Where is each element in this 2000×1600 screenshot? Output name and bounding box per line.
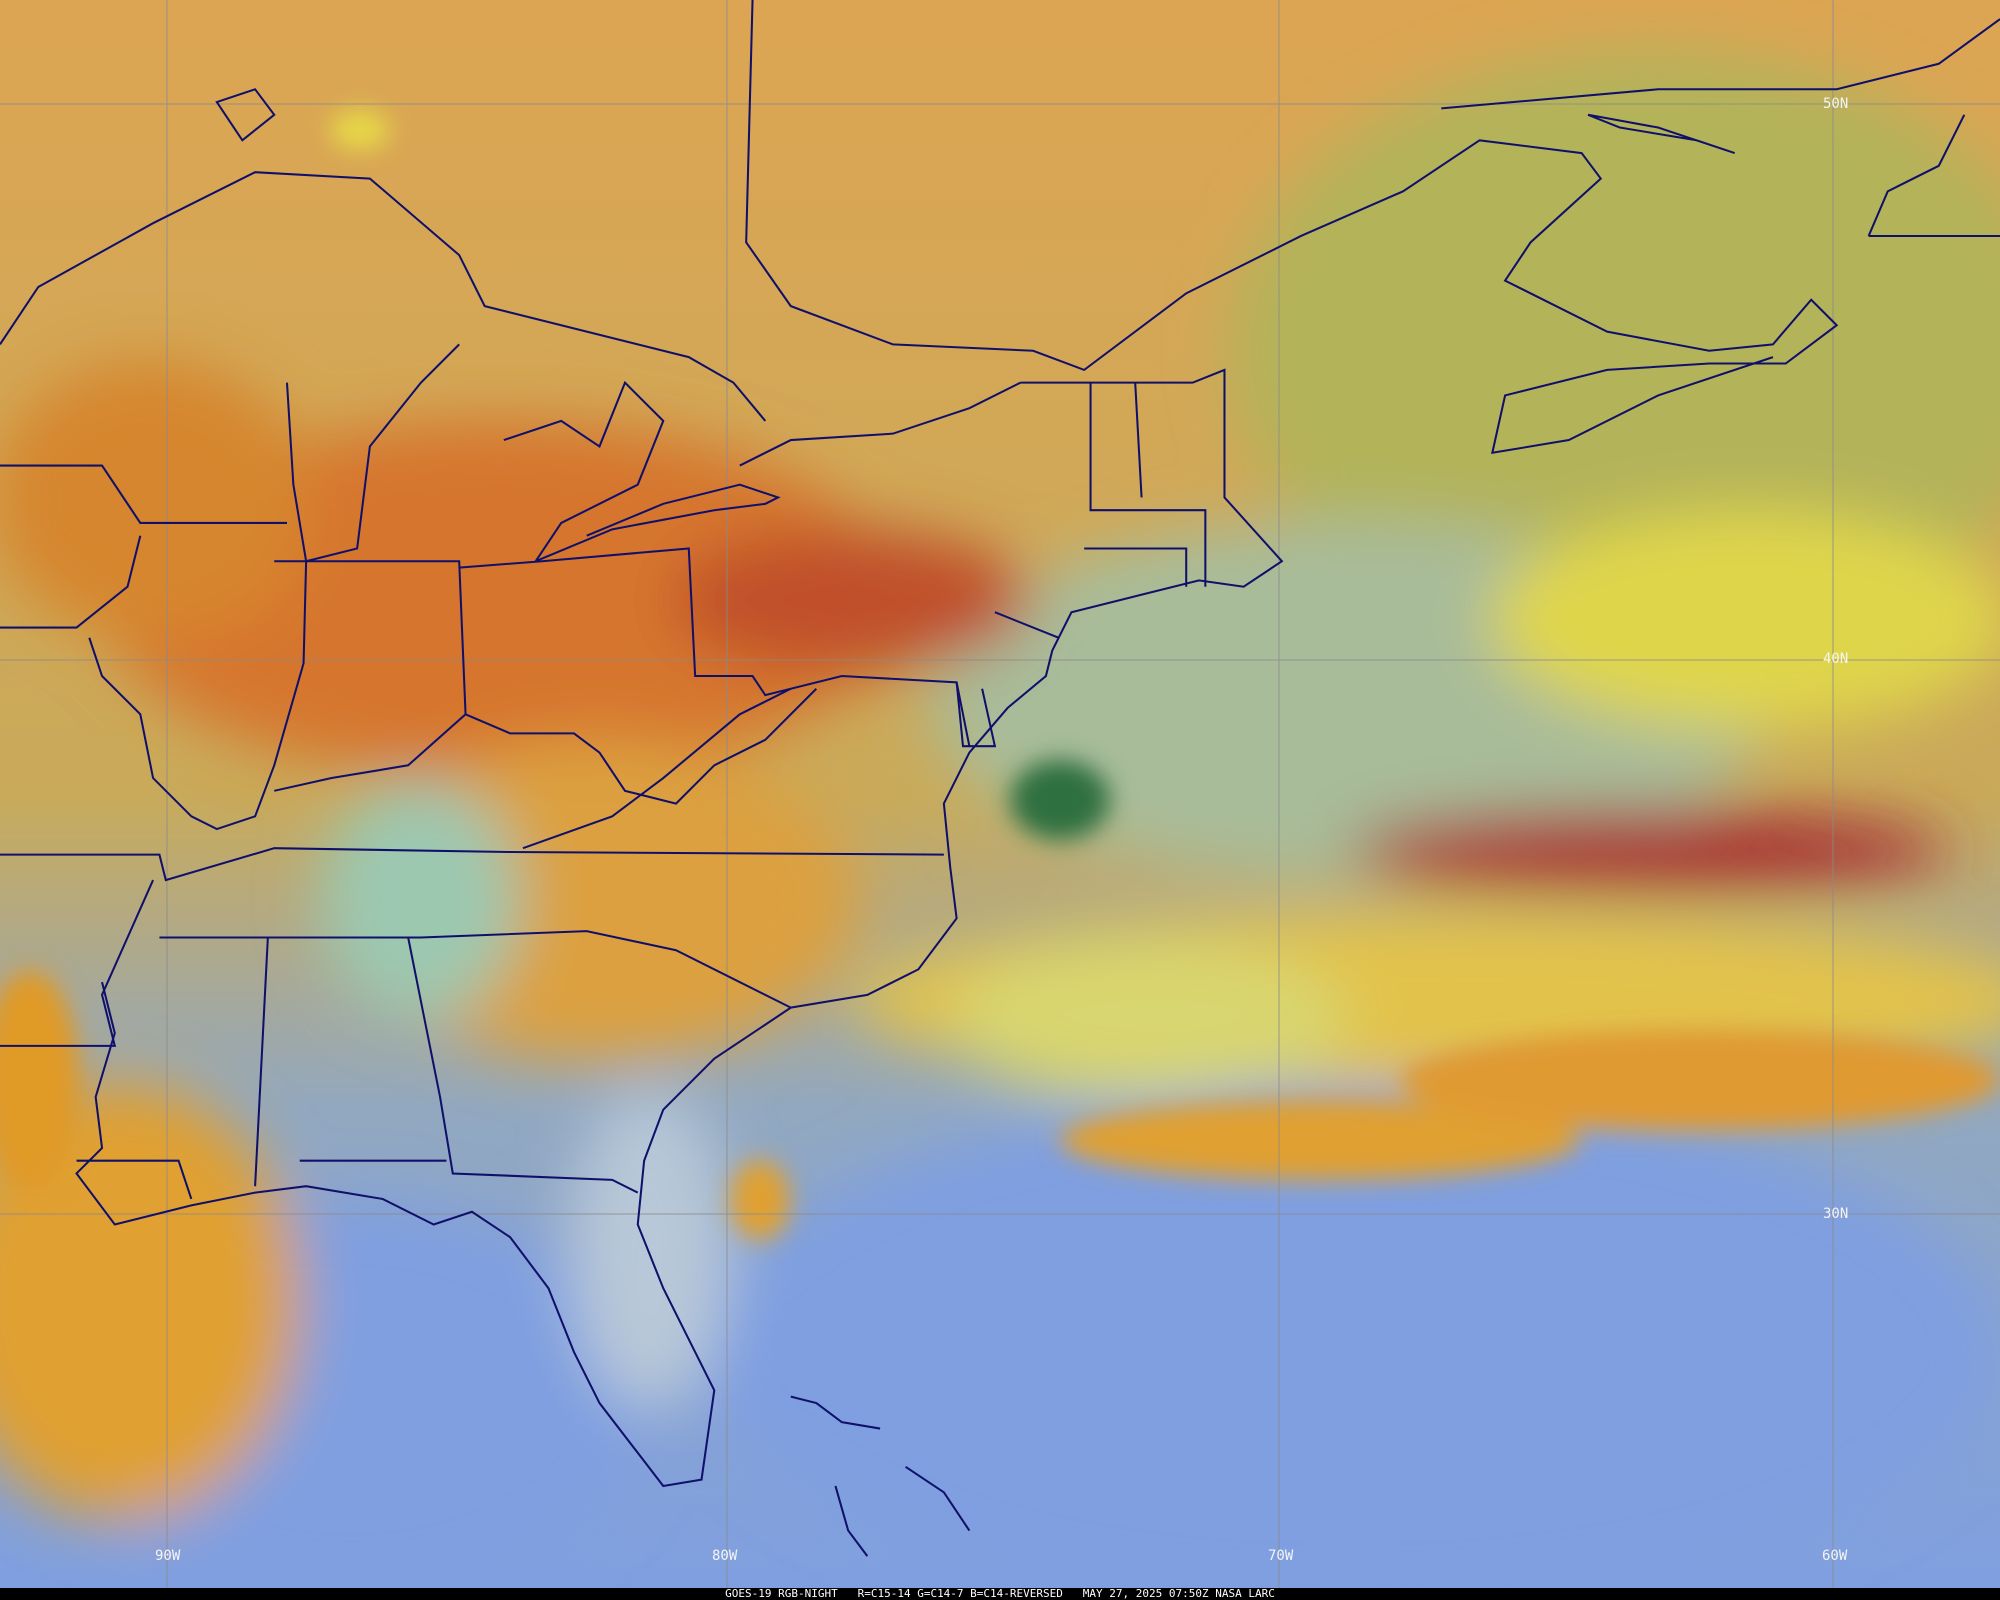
coastlines-and-borders — [0, 0, 2000, 1557]
labrador-coastline — [1441, 18, 2000, 110]
lon-label-70w: 70W — [1268, 1548, 1294, 1564]
lake-ontario-shore — [739, 381, 1021, 467]
lake-michigan-shore — [285, 343, 460, 563]
lon-label-60w: 60W — [1822, 1548, 1848, 1564]
lake-nipigon — [215, 88, 276, 142]
southern-state-borders — [0, 847, 944, 1200]
lake-huron-shore — [503, 380, 665, 562]
cloud-details — [0, 110, 2000, 1240]
lat-label-50n: 50N — [1823, 96, 1848, 112]
us-east-coastline — [75, 368, 1284, 1488]
channel-recipe: R=C15-14 G=C14-7 B=C14-REVERSED — [857, 1587, 1063, 1600]
lon-label-90w: 90W — [155, 1548, 181, 1564]
lake-superior-shore — [0, 171, 767, 422]
anticosti-island — [1587, 113, 1736, 155]
northeast-state-borders — [465, 382, 1207, 850]
lat-label-30n: 30N — [1823, 1206, 1848, 1222]
newfoundland-coastline — [1867, 114, 2000, 237]
lake-erie-shore — [535, 483, 781, 563]
midwest-state-borders — [0, 464, 971, 831]
product-name: RGB-NIGHT — [778, 1587, 838, 1600]
image-caption-bar: GOES-19 RGB-NIGHT R=C15-14 G=C14-7 B=C14… — [0, 1588, 2000, 1600]
bahamas-islands — [790, 1395, 971, 1557]
observation-time: MAY 27, 2025 07:50Z — [1082, 1587, 1209, 1600]
satellite-name: GOES-19 — [725, 1587, 772, 1600]
cloud-fields — [0, 50, 2000, 1588]
graticule-labels: 50N 40N 30N 90W 80W 70W 60W — [155, 96, 1848, 1564]
lat-label-40n: 40N — [1823, 651, 1848, 667]
credit: NASA LARC — [1215, 1587, 1275, 1600]
lon-label-80w: 80W — [712, 1548, 738, 1564]
canada-coastline — [745, 0, 1839, 455]
